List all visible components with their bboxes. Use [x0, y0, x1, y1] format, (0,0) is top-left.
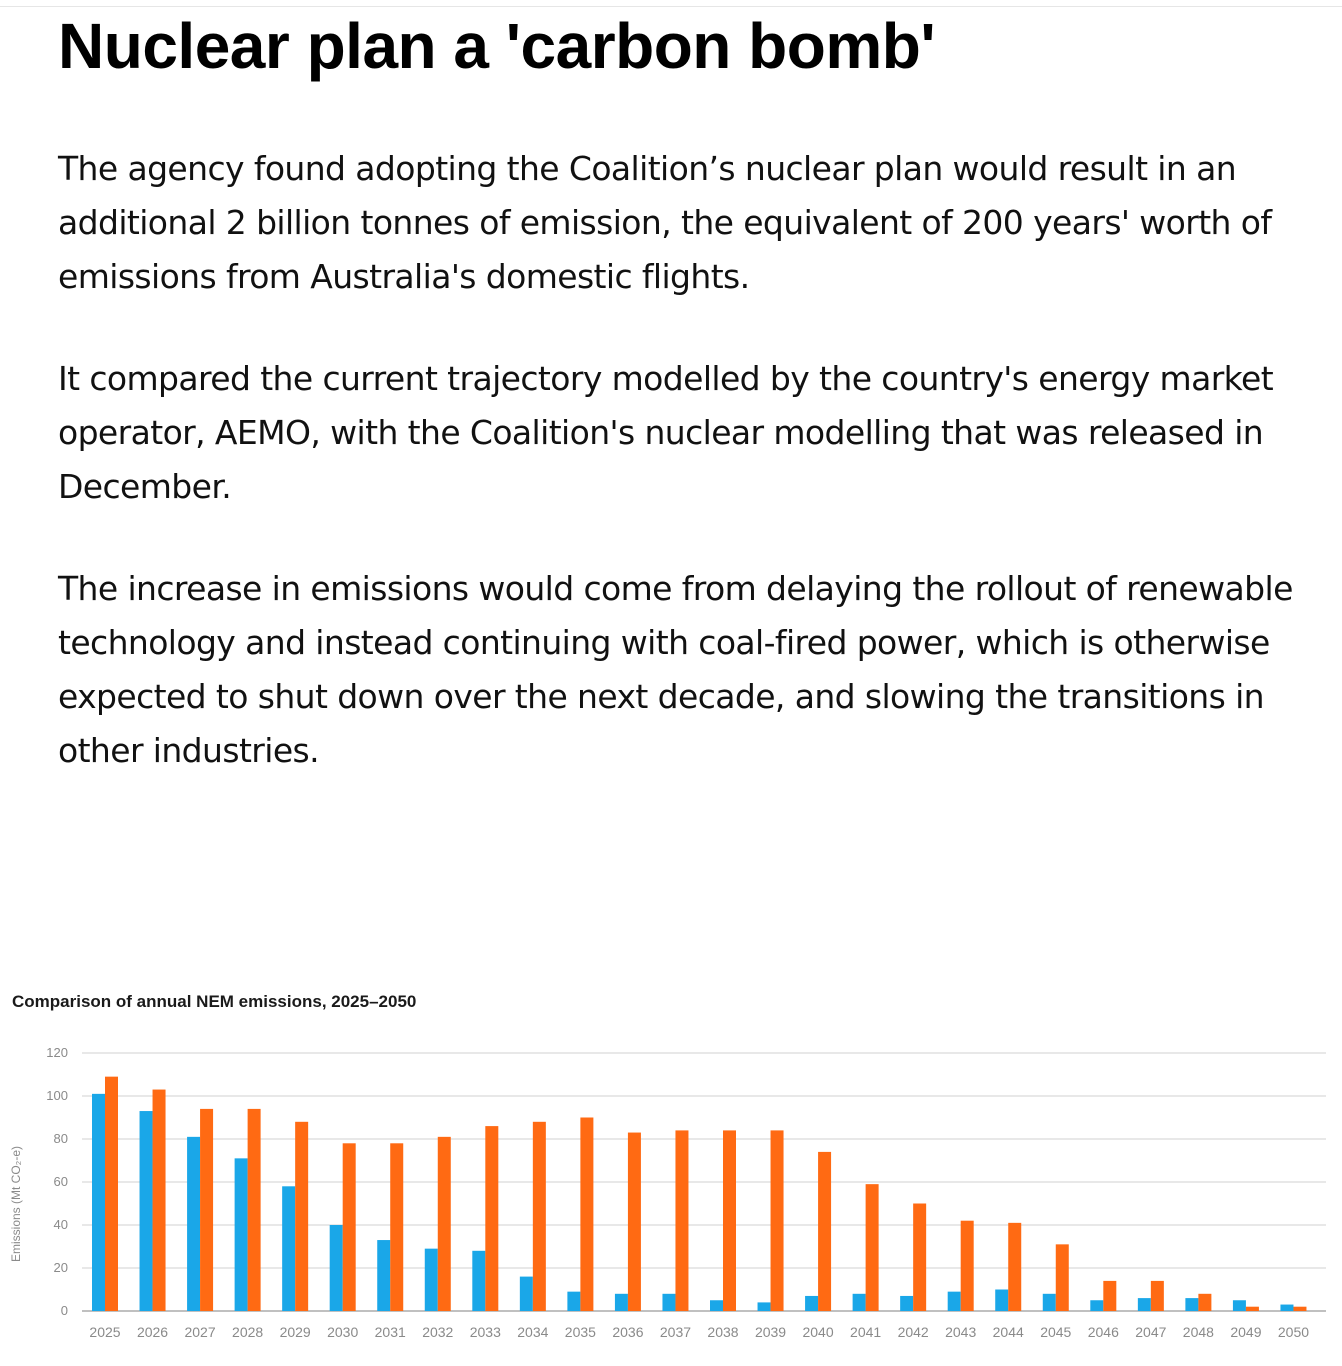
bar-series-1	[1090, 1300, 1104, 1311]
bar-series-1	[900, 1295, 914, 1311]
bar-series-1	[995, 1289, 1009, 1311]
bar-series-2	[437, 1136, 451, 1311]
article-body: Nuclear plan a 'carbon bomb' The agency …	[58, 10, 1308, 778]
bar-series-1	[805, 1295, 819, 1311]
bar-series-1	[187, 1136, 201, 1311]
bar-series-2	[1198, 1293, 1212, 1311]
x-tick-label: 2025	[89, 1324, 120, 1340]
x-tick-label: 2035	[565, 1324, 596, 1340]
x-tick-label: 2043	[945, 1324, 976, 1340]
bar-series-1	[377, 1240, 391, 1311]
bar-series-1	[329, 1225, 343, 1311]
x-tick-label: 2040	[802, 1324, 833, 1340]
paragraph-1: The agency found adopting the Coalition’…	[58, 149, 1272, 296]
x-tick-label: 2030	[327, 1324, 358, 1340]
bar-series-2	[1293, 1306, 1307, 1311]
bar-series-1	[852, 1293, 866, 1311]
bar-series-2	[247, 1108, 261, 1311]
bar-series-2	[1103, 1280, 1117, 1311]
x-tick-label: 2036	[612, 1324, 643, 1340]
x-tick-label: 2033	[470, 1324, 501, 1340]
bar-series-2	[627, 1132, 641, 1311]
bar-series-1	[1137, 1298, 1151, 1311]
x-tick-label: 2046	[1088, 1324, 1119, 1340]
bar-series-1	[614, 1293, 628, 1311]
bar-series-2	[1245, 1306, 1259, 1311]
x-tick-label: 2041	[850, 1324, 881, 1340]
bar-series-2	[770, 1130, 784, 1311]
y-tick-label: 80	[54, 1131, 68, 1146]
chart-title: Comparison of annual NEM emissions, 2025…	[12, 992, 417, 1011]
emissions-chart: Comparison of annual NEM emissions, 2025…	[0, 980, 1342, 1366]
bar-series-2	[960, 1220, 974, 1311]
bar-series-1	[710, 1300, 723, 1311]
x-tick-label: 2026	[137, 1324, 168, 1340]
bar-series-1	[92, 1093, 105, 1311]
bar-series-2	[485, 1126, 499, 1311]
bar-series-2	[1055, 1244, 1069, 1311]
bar-series-2	[532, 1121, 546, 1311]
bar-series-2	[580, 1117, 594, 1311]
bar-series-1	[472, 1250, 486, 1311]
bar-series-2	[105, 1076, 118, 1311]
y-tick-label: 60	[54, 1174, 68, 1189]
x-tick-label: 2049	[1230, 1324, 1261, 1340]
bar-series-2	[865, 1184, 879, 1311]
top-divider	[0, 0, 1342, 7]
paragraph-2: It compared the current trajectory model…	[58, 359, 1274, 506]
article-headline: Nuclear plan a 'carbon bomb'	[58, 10, 936, 82]
bar-series-1	[1280, 1304, 1294, 1311]
bar-series-2	[342, 1143, 356, 1311]
bar-series-2	[913, 1203, 927, 1311]
bar-series-1	[424, 1248, 438, 1311]
bar-series-2	[723, 1130, 736, 1311]
x-tick-label: 2045	[1040, 1324, 1071, 1340]
bar-series-1	[234, 1158, 248, 1311]
bar-series-1	[139, 1111, 153, 1311]
y-tick-label: 100	[46, 1088, 68, 1103]
bar-series-1	[1232, 1300, 1246, 1311]
bar-series-1	[662, 1293, 676, 1311]
x-tick-label: 2047	[1135, 1324, 1166, 1340]
bar-series-2	[390, 1143, 404, 1311]
bar-series-2	[1008, 1222, 1022, 1311]
bar-series-1	[947, 1291, 961, 1311]
bar-series-1	[757, 1302, 771, 1311]
bar-series-2	[152, 1089, 166, 1311]
x-tick-label: 2044	[993, 1324, 1024, 1340]
x-tick-label: 2029	[280, 1324, 311, 1340]
y-axis-label: Emissions (Mt CO₂-e)	[9, 1146, 23, 1262]
x-tick-label: 2031	[375, 1324, 406, 1340]
bar-series-1	[282, 1186, 296, 1311]
y-tick-label: 0	[61, 1303, 68, 1318]
y-tick-label: 20	[54, 1260, 68, 1275]
x-tick-label: 2050	[1278, 1324, 1309, 1340]
x-tick-label: 2037	[660, 1324, 691, 1340]
y-tick-label: 120	[46, 1045, 68, 1060]
paragraph-3: The increase in emissions would come fro…	[58, 569, 1293, 770]
x-tick-label: 2028	[232, 1324, 263, 1340]
bar-series-2	[200, 1108, 214, 1311]
bar-series-2	[818, 1151, 832, 1311]
y-tick-label: 40	[54, 1217, 68, 1232]
bar-series-2	[295, 1121, 309, 1311]
bar-series-1	[1042, 1293, 1056, 1311]
bar-series-1	[1185, 1298, 1199, 1311]
bar-series-1	[567, 1291, 581, 1311]
x-tick-label: 2034	[517, 1324, 548, 1340]
x-tick-label: 2048	[1183, 1324, 1214, 1340]
bar-layer	[92, 1076, 1307, 1311]
x-tick-label: 2039	[755, 1324, 786, 1340]
bar-series-2	[675, 1130, 689, 1311]
x-tick-label: 2042	[898, 1324, 929, 1340]
bar-series-1	[519, 1276, 533, 1311]
x-tick-label: 2032	[422, 1324, 453, 1340]
x-tick-label: 2038	[707, 1324, 738, 1340]
bar-series-2	[1150, 1280, 1164, 1311]
grid-layer	[82, 1052, 1326, 1312]
x-tick-label: 2027	[184, 1324, 215, 1340]
